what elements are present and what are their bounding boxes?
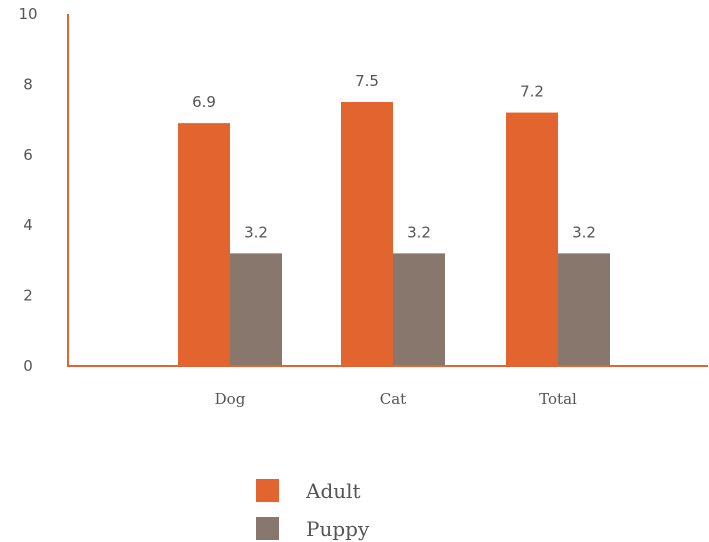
y-tick-label: 0 (23, 357, 33, 375)
bar-adult-total (506, 112, 558, 366)
y-tick-label: 8 (23, 75, 33, 93)
x-tick-label: Cat (380, 390, 406, 408)
bar-adult-dog (178, 123, 230, 367)
y-tick-label: 4 (23, 216, 33, 234)
bar-puppy-total (558, 253, 610, 366)
bar-adult-cat (341, 102, 393, 366)
data-label: 3.2 (572, 223, 596, 241)
y-tick-label: 10 (18, 5, 37, 23)
bar-puppy-cat (393, 253, 445, 366)
data-label: 7.2 (520, 83, 544, 101)
bar-puppy-dog (230, 253, 282, 366)
data-label: 3.2 (244, 223, 268, 241)
legend-swatch-adult (256, 479, 279, 502)
y-tick-label: 2 (23, 287, 33, 305)
legend-swatch-puppy (256, 517, 279, 540)
legend-label-puppy: Puppy (306, 517, 370, 541)
y-tick-label: 6 (23, 146, 33, 164)
legend-label-adult: Adult (305, 479, 361, 503)
x-tick-label: Total (539, 390, 577, 408)
data-label: 3.2 (407, 223, 431, 241)
data-label: 7.5 (355, 72, 379, 90)
data-label: 6.9 (192, 93, 216, 111)
x-tick-label: Dog (215, 390, 246, 408)
